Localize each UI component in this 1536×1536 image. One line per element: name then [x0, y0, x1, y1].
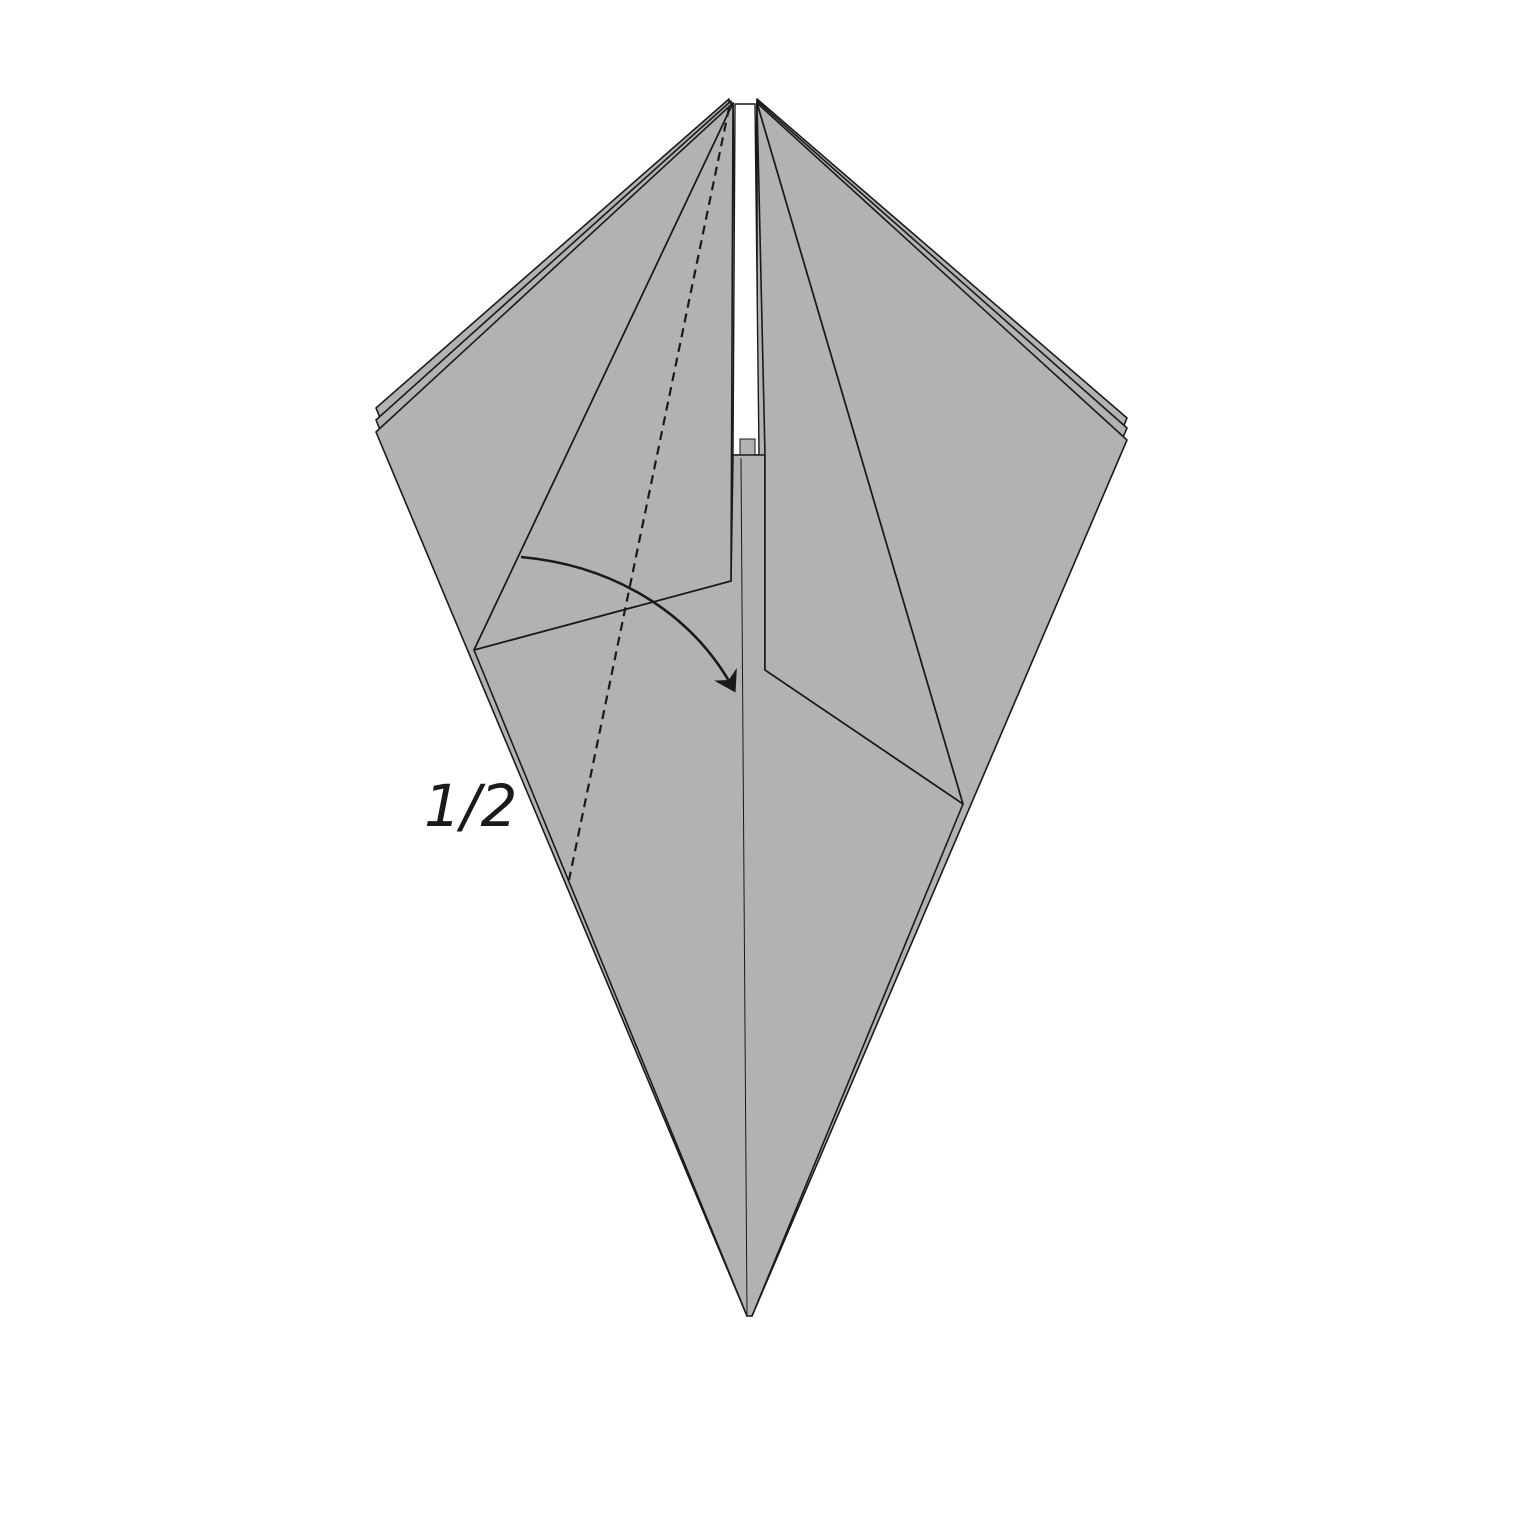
fold-direction-arrow: [520, 555, 737, 693]
center-slit: [732, 103, 760, 456]
valley-fold-line: [567, 107, 731, 881]
left-flap-bottom-edge: [473, 580, 732, 651]
slit-bottom-notch: [739, 438, 756, 456]
right-flap-edge: [756, 102, 964, 805]
right-flap-bottom-edge: [764, 669, 964, 805]
fold-ratio-label: 1/2: [424, 772, 517, 840]
left-flap-edge: [473, 102, 734, 651]
center-crease: [740, 457, 748, 1315]
